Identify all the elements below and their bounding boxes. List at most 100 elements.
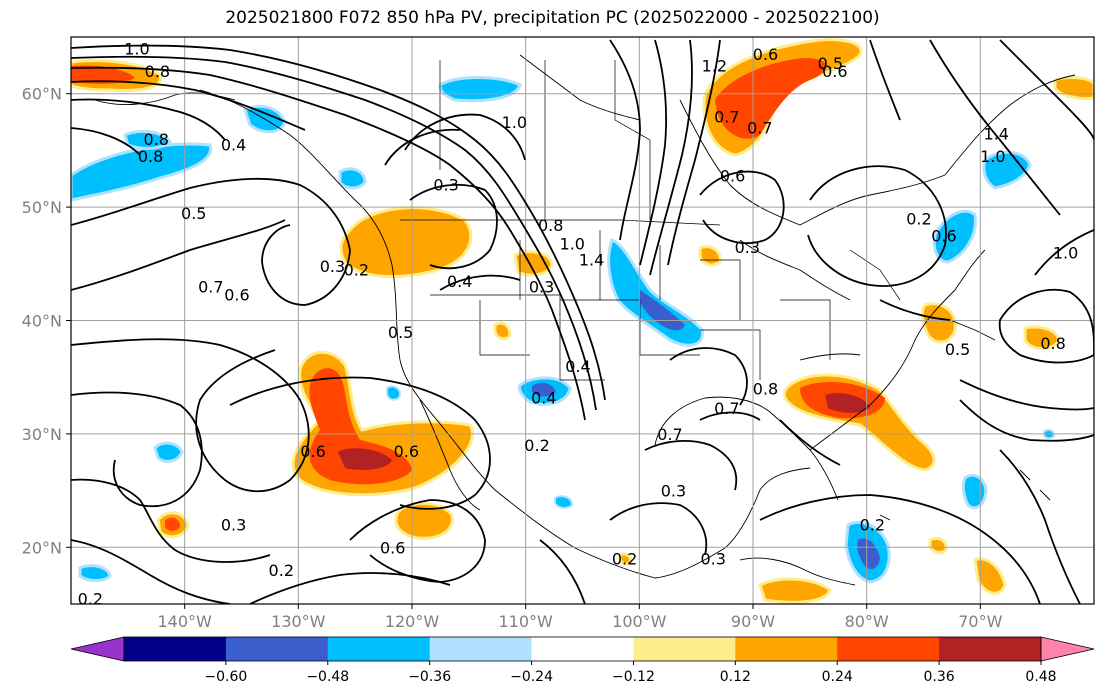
lat-tick-label: 60°N (22, 85, 62, 104)
colorbar-tick-label: 0.48 (1025, 669, 1056, 685)
contour-label: 1.4 (579, 250, 604, 269)
contour-label: 1.0 (980, 147, 1005, 166)
contour-label: 0.6 (720, 166, 745, 185)
precip-neg-aleutian (123, 130, 172, 150)
colorbar-segment (225, 637, 329, 661)
contour-label: 0.3 (735, 238, 760, 257)
contour-label: 0.2 (344, 260, 369, 279)
contour-labels: 1.00.80.80.80.50.40.30.40.30.20.7 0.60.51… (78, 39, 1079, 608)
lon-tick-label: 140°W (157, 612, 212, 631)
colorbar-extend-high (1040, 636, 1095, 662)
contour-label: 0.8 (753, 380, 778, 399)
contour-label: 0.5 (818, 54, 843, 73)
precip-neg-bc-spot (338, 167, 367, 190)
contour-label: 0.4 (221, 136, 246, 155)
contour-label: 0.5 (945, 340, 970, 359)
precip-neg-atlantic (961, 473, 988, 510)
lon-tick-label: 80°W (845, 612, 889, 631)
colorbar-tick-label: −0.12 (612, 669, 655, 685)
precip-neg-yukon (438, 76, 522, 103)
colorbar-tick-label: 0.12 (720, 669, 751, 685)
precip-arizona-spot (493, 321, 512, 341)
contour-label: 0.6 (394, 442, 419, 461)
precip-neg-texas-core (532, 382, 556, 397)
precip-neg-small-2 (554, 495, 574, 509)
map-axes: 140°W 130°W 120°W 110°W 100°W 90°W 80°W 70°W 60°… (22, 85, 1003, 631)
precip-southeast-max (825, 393, 870, 413)
contour-label: 1.0 (1053, 243, 1078, 262)
precip-cuba (758, 577, 832, 604)
contour-label: 0.8 (144, 130, 169, 149)
lat-tick-label: 30°N (22, 425, 62, 444)
contour-label: 0.6 (753, 45, 778, 64)
precip-shading (71, 38, 1094, 604)
precip-mexico-spot (618, 552, 632, 566)
lon-tick-label: 90°W (731, 612, 775, 631)
lon-tick-label: 100°W (612, 612, 667, 631)
contour-label: 0.6 (931, 226, 956, 245)
contour-label: 0.7 (747, 119, 772, 138)
precip-small-west-core (165, 517, 180, 531)
lat-tick-label: 40°N (22, 312, 62, 331)
colorbar: −0.60 −0.48 −0.36 −0.24 −0.12 0.12 0.24 0.36 0.4… (70, 636, 1095, 685)
precip-gulf-spot (928, 536, 948, 555)
precip-eastern-pacific-max (338, 448, 392, 470)
colorbar-extend-low (70, 636, 125, 662)
contour-label: 1.0 (124, 39, 149, 58)
precip-neg-pacific-1 (153, 441, 184, 463)
lon-tick-label: 70°W (958, 612, 1002, 631)
contour-label: 0.2 (612, 550, 637, 569)
contour-label: 0.2 (860, 516, 885, 535)
precip-eastern-pacific-core (309, 368, 412, 485)
contour-label: 0.3 (320, 257, 345, 276)
contour-label: 0.8 (538, 216, 563, 235)
contour-label: 0.8 (1040, 334, 1065, 353)
colorbar-segment (939, 637, 1042, 661)
precip-alaska-core (71, 65, 135, 84)
contour-label: 0.6 (380, 538, 405, 557)
precip-neg-plains (607, 238, 704, 347)
contour-label: 0.3 (661, 482, 686, 501)
lon-tick-label: 110°W (498, 612, 553, 631)
colorbar-segment (124, 637, 227, 661)
contour-label: 0.6 (822, 62, 847, 81)
lon-tick-label: 120°W (385, 612, 440, 631)
colorbar-segment (531, 637, 634, 661)
colorbar-segment (735, 637, 838, 661)
precip-neg-gulf-alaska (71, 142, 213, 202)
contour-label: 1.4 (984, 124, 1009, 143)
contour-label: 0.7 (657, 425, 682, 444)
contour-label: 0.2 (78, 589, 103, 608)
contour-label: 0.7 (198, 277, 223, 296)
precip-neg-labrador (982, 150, 1032, 190)
coastlines (94, 54, 1076, 586)
contour-label: 0.2 (524, 436, 549, 455)
colorbar-tick-label: 0.36 (924, 669, 955, 685)
colorbar-segment (327, 637, 431, 661)
state-borders (400, 60, 901, 381)
contour-label: 0.7 (714, 399, 739, 418)
colorbar-frame (123, 636, 1042, 662)
contour-label: 0.2 (906, 209, 931, 228)
colorbar-segment (837, 637, 940, 661)
colorbar-segment (429, 637, 533, 661)
pv-contours (71, 39, 1094, 604)
contour-label: 0.5 (181, 204, 206, 223)
lat-tick-label: 50°N (22, 198, 62, 217)
contour-label: 0.2 (269, 561, 294, 580)
precip-neg-caribbean-core (857, 538, 880, 570)
contour-label: 0.4 (565, 357, 590, 376)
colorbar-tick-label: 0.24 (822, 669, 853, 685)
contour-label: 1.2 (702, 56, 727, 75)
precip-baja (394, 501, 454, 540)
colorbar-segment (633, 637, 736, 661)
graticule (71, 37, 1094, 604)
precip-atlantic-2 (1023, 325, 1060, 350)
contour-label: 0.5 (388, 323, 413, 342)
contour-label: 0.8 (145, 62, 170, 81)
contour-label: 1.0 (502, 113, 527, 132)
lon-tick-label: 130°W (271, 612, 326, 631)
precip-hudson-core (715, 58, 827, 139)
contour-label: 0.8 (138, 147, 163, 166)
